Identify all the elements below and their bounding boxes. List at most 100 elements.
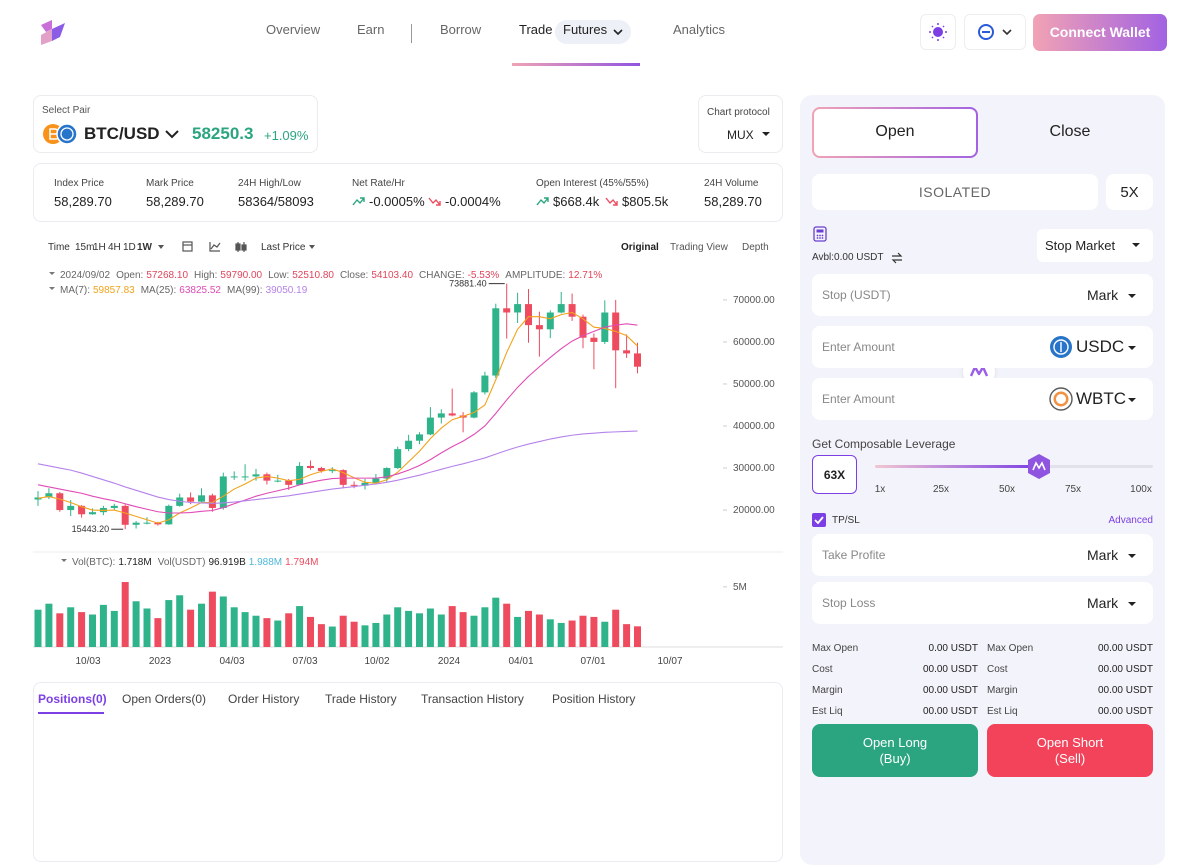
nav-link[interactable]: Earn [357,22,385,37]
view-option[interactable]: Depth [742,242,769,253]
pair-card[interactable] [33,95,318,153]
input-field[interactable] [812,378,1153,420]
input-field[interactable] [812,326,1153,368]
price-type[interactable]: Last Price [261,242,306,253]
positions-tab[interactable]: Position History [552,692,636,706]
volume-bar [416,613,423,647]
nav-link[interactable]: Trade [519,22,553,37]
candle-body [470,392,478,418]
volume-bar [568,620,576,647]
side-tab[interactable]: Close [1049,123,1091,140]
leverage-value-box[interactable] [812,455,857,494]
view-option[interactable]: Trading View [670,242,728,253]
ohlc-legend: 2024/09/02 Open: 57268.10 High: 59790.00 Low:… [60,270,602,281]
volume-bar [219,596,227,647]
candle-body [590,337,598,342]
futures-pill[interactable] [555,20,631,44]
pair-label: Select Pair [42,105,91,116]
interval-option[interactable]: 4H [108,242,121,253]
price-chart: 70000.00 60000.00 50000.00 40000.00 30000.00… [33,270,783,667]
summary-value: 00.00 USDT [1097,664,1153,675]
view-option[interactable]: Original [621,242,659,253]
legend-value: 57268.10 [146,270,188,281]
stat-label: 24H High/Low [238,178,301,189]
slider-fill [875,465,1038,468]
input-placeholder: Stop Loss [822,596,876,610]
interval-option[interactable]: 15m [75,242,95,253]
positions-tab[interactable]: Trade History [325,692,397,706]
input-field[interactable] [812,534,1153,576]
nav-link[interactable]: Borrow [440,22,482,37]
summary-label: Est Liq [987,706,1018,717]
order-type-select[interactable] [1037,229,1153,262]
price-mode[interactable]: Mark [1087,547,1119,563]
legend-value: 63825.52 [179,285,221,296]
open-short-button[interactable] [987,724,1153,777]
connect-wallet-button[interactable]: Connect Wallet [1033,14,1167,51]
nav-link[interactable]: Futures [563,22,608,37]
positions-tab[interactable]: Transaction History [421,692,524,706]
volume-bar [99,604,107,647]
swap-badge-icon [969,365,989,377]
swap-icon[interactable] [890,252,904,264]
nav-underline [512,63,640,66]
y-tick-label: 50000.00 [733,379,775,390]
interval-option[interactable]: 1W [137,242,152,253]
candle-body [503,308,511,313]
x-tick-label: 10/02 [364,656,389,667]
theme-button[interactable] [920,14,956,50]
token-icon [1049,387,1073,411]
token-name[interactable]: WBTC [1076,389,1127,408]
volume-bar [67,607,75,647]
input-field[interactable] [812,274,1153,316]
volume-bar [350,621,358,647]
margin-mode[interactable] [812,174,1098,210]
interval-option[interactable]: 1D [123,242,136,253]
positions-tab[interactable]: Order History [228,692,300,706]
side-tab[interactable]: Open [875,123,915,140]
summary-value: 00.00 USDT [922,706,978,717]
toolbar-icons[interactable] [182,240,252,254]
candle-body [296,465,304,485]
legend-label: AMPLITUDE: [505,270,565,281]
legend-value: 54103.40 [371,270,413,281]
logo[interactable] [38,17,68,47]
legend-caret [49,272,55,275]
token-name[interactable]: USDC [1076,337,1125,356]
price-mode[interactable]: Mark [1087,595,1119,611]
legend-value: 1.988M [249,557,282,568]
volume-bar [394,607,402,647]
summary-label: Est Liq [812,706,843,717]
candle-body [198,495,205,502]
volume-bar [154,618,162,647]
volume-bar [405,610,413,647]
price-mode[interactable]: Mark [1087,287,1119,303]
legend-label: Open: [116,270,143,281]
stat-value: 58364/58093 [238,194,314,209]
nav-link[interactable]: Overview [266,22,321,37]
check-icon [814,516,824,525]
protocol-value: MUX [727,128,754,142]
toolbar-time: Time [48,242,70,253]
leverage-button[interactable] [1106,174,1153,210]
protocol-card[interactable] [698,95,783,153]
x-tick-label: 10/07 [657,656,682,667]
input-field[interactable] [812,582,1153,624]
advanced-link[interactable]: Advanced [1108,515,1153,526]
interval-option[interactable]: 1H [93,242,106,253]
network-button[interactable] [964,14,1026,50]
slider-thumb[interactable] [1026,453,1052,481]
open-tab[interactable] [812,107,978,158]
volume-bar [590,616,598,647]
positions-tab[interactable]: Positions(0) [38,692,107,706]
candle-body [372,478,380,483]
positions-tab[interactable]: Open Orders(0) [122,692,207,706]
volume-bar [187,609,195,647]
candle-body [252,474,260,477]
candle-body [448,413,456,416]
summary-value: 00.00 USDT [1097,643,1153,654]
legend-label: MA(25): [141,285,177,296]
tpsl-checkbox[interactable] [812,513,826,527]
nav-link[interactable]: Analytics [673,22,726,37]
open-long-button[interactable] [812,724,978,777]
